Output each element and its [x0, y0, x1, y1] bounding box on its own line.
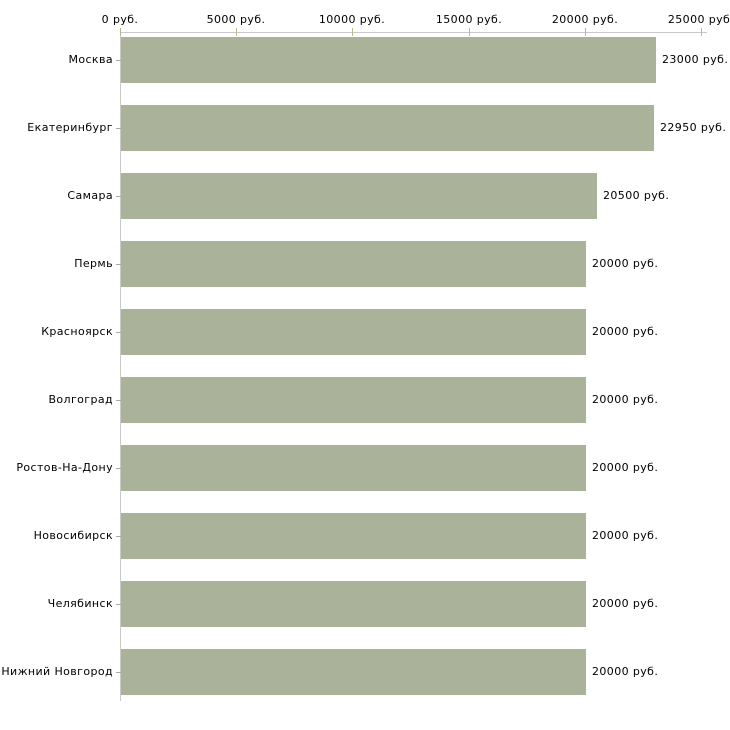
category-tick-mark: [116, 264, 121, 265]
x-tick-mark: [352, 28, 353, 36]
value-label: 20500 руб.: [603, 189, 670, 202]
value-label: 20000 руб.: [592, 257, 659, 270]
category-tick-mark: [116, 196, 121, 197]
category-label: Волгоград: [48, 393, 113, 406]
x-tick-label: 15000 руб.: [435, 13, 503, 26]
category-label: Новосибирск: [33, 529, 113, 542]
category-tick-mark: [116, 60, 121, 61]
bar: [121, 445, 586, 491]
x-axis-line: [120, 32, 707, 33]
category-label: Екатеринбург: [27, 121, 113, 134]
x-tick-label: 20000 руб.: [551, 13, 619, 26]
category-label: Самара: [67, 189, 113, 202]
x-tick-mark: [701, 28, 702, 36]
value-label: 20000 руб.: [592, 597, 659, 610]
value-label: 20000 руб.: [592, 529, 659, 542]
y-axis-line: [120, 32, 121, 701]
x-tick-label: 0 руб.: [101, 13, 139, 26]
category-tick-mark: [116, 332, 121, 333]
category-label: Пермь: [74, 257, 113, 270]
category-label: Нижний Новгород: [1, 665, 113, 678]
bar: [121, 513, 586, 559]
category-tick-mark: [116, 604, 121, 605]
bar: [121, 581, 586, 627]
bar: [121, 37, 656, 83]
category-label: Ростов-На-Дону: [16, 461, 113, 474]
category-tick-mark: [116, 672, 121, 673]
category-label: Челябинск: [47, 597, 113, 610]
x-tick-mark: [585, 28, 586, 36]
x-tick-mark: [236, 28, 237, 36]
x-tick-label: 10000 руб.: [318, 13, 386, 26]
category-tick-mark: [116, 468, 121, 469]
value-label: 20000 руб.: [592, 665, 659, 678]
x-tick-mark: [120, 28, 121, 36]
value-label: 20000 руб.: [592, 393, 659, 406]
value-label: 20000 руб.: [592, 325, 659, 338]
bar: [121, 309, 586, 355]
category-label: Москва: [68, 53, 113, 66]
category-label: Красноярск: [41, 325, 113, 338]
value-label: 20000 руб.: [592, 461, 659, 474]
value-label: 23000 руб.: [662, 53, 729, 66]
x-tick-mark: [469, 28, 470, 36]
bar: [121, 241, 586, 287]
value-label: 22950 руб.: [660, 121, 727, 134]
category-tick-mark: [116, 536, 121, 537]
bar: [121, 173, 597, 219]
x-tick-label: 25000 руб.: [667, 13, 730, 26]
bar: [121, 377, 586, 423]
bar: [121, 105, 654, 151]
category-tick-mark: [116, 400, 121, 401]
x-tick-label: 5000 руб.: [206, 13, 266, 26]
bar: [121, 649, 586, 695]
category-tick-mark: [116, 128, 121, 129]
